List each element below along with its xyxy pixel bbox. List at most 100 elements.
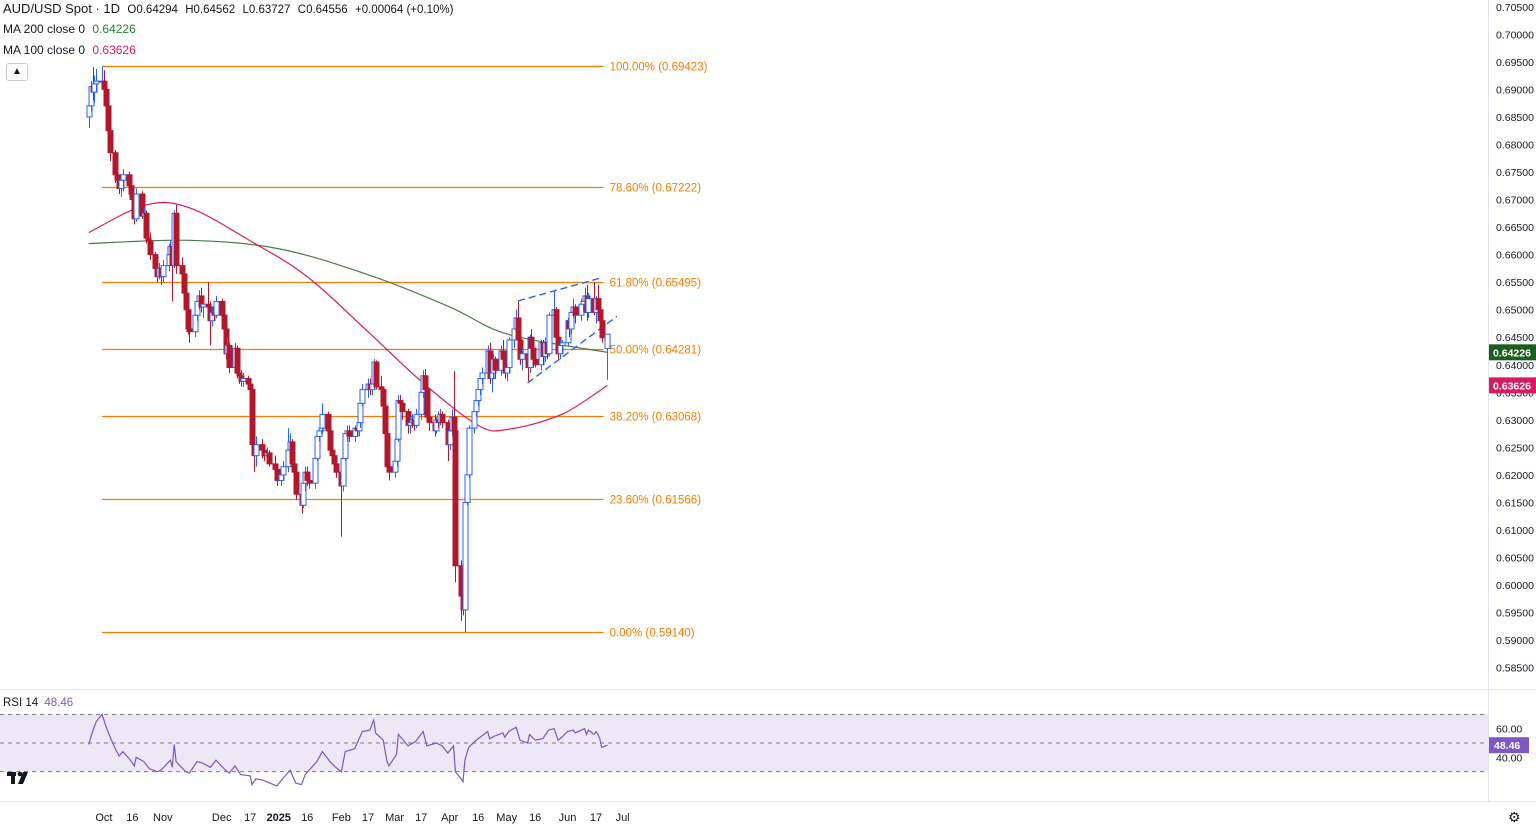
- price-badge: [1489, 377, 1536, 394]
- price-tick-label: 0.61000: [1496, 525, 1534, 537]
- price-tick-label: 0.67500: [1496, 167, 1534, 179]
- price-tick-label: 0.70000: [1496, 29, 1534, 41]
- rsi-tick-label: 40.00: [1496, 752, 1522, 764]
- ma200-label: MA 200 close 0: [3, 22, 86, 36]
- time-tick-label: May: [496, 812, 517, 824]
- time-tick-label: Oct: [95, 812, 112, 824]
- price-badge-label: 0.64226: [1493, 347, 1531, 359]
- candle-body-bull: [340, 457, 347, 487]
- candle-body-bull: [489, 372, 496, 380]
- rsi-line: [88, 713, 608, 787]
- fib-label-bg: [605, 624, 709, 641]
- price-tick-label: 0.65000: [1496, 305, 1534, 317]
- candle-body-bear: [553, 309, 560, 338]
- price-badge-label: 0.63626: [1493, 380, 1531, 392]
- time-axis: Oct 16 Nov Dec 17 2025 16 Feb 17 Mar 17 Apr 16 May 16 J…: [95, 812, 629, 824]
- rsi-legend[interactable]: RSI 14 48.46: [3, 697, 73, 709]
- candle-body-bull: [356, 422, 363, 432]
- candle-body-bull: [604, 333, 611, 350]
- time-tick-label: Feb: [332, 812, 351, 824]
- ma100-value: 0.63626: [92, 43, 136, 57]
- ma200-legend[interactable]: MA 200 close 0 0.64226: [3, 22, 136, 36]
- fib-level-label: 0.00% (0.59140): [610, 628, 695, 640]
- candle-body-bear: [426, 416, 433, 424]
- time-tick-label: Dec: [212, 812, 232, 824]
- candle-body-bear: [452, 430, 459, 567]
- fib-label-bg: [605, 341, 715, 358]
- price-tick-label: 0.63000: [1496, 415, 1534, 427]
- time-tick-label: 17: [244, 812, 256, 824]
- candle-body-bull: [120, 174, 127, 181]
- candle-body-bear: [572, 306, 579, 316]
- price-tick-label: 0.69000: [1496, 84, 1534, 96]
- price-badge: [1489, 344, 1536, 361]
- rsi-label: RSI 14: [3, 697, 39, 709]
- time-tick-label: 17: [362, 812, 374, 824]
- candle-body-bear: [185, 309, 192, 330]
- ma100-line: [88, 201, 608, 432]
- time-tick-label: 16: [529, 812, 541, 824]
- time-tick-label: 16: [126, 812, 138, 824]
- rsi-tick-label: 60.00: [1496, 724, 1522, 736]
- candle-body-bull: [93, 80, 100, 85]
- candle-body-bull: [559, 342, 566, 347]
- trendline-dashed: [517, 277, 602, 302]
- symbol-header: AUD/USD Spot · 1D O0.64294 H0.64562 L0.6…: [3, 1, 453, 16]
- candle-body-bull: [464, 474, 471, 503]
- candle-body-bear: [515, 317, 522, 341]
- candle-body-bear: [173, 212, 180, 267]
- candle-body-bear: [451, 416, 458, 432]
- price-tick-label: 0.70500: [1496, 2, 1534, 14]
- candle-body-bull: [240, 378, 247, 382]
- candle-body-bull: [359, 389, 366, 404]
- price-tick-label: 0.60000: [1496, 580, 1534, 592]
- change-value: +0.00064 (+0.10%): [355, 4, 454, 16]
- price-tick-label: 0.62000: [1496, 470, 1534, 482]
- time-tick-label: Nov: [153, 812, 173, 824]
- candle-body-bull: [394, 438, 401, 462]
- fib-label-bg: [605, 274, 715, 291]
- price-tick-label: 0.60500: [1496, 553, 1534, 565]
- candle-body-bull: [585, 298, 592, 313]
- candle-body-bear: [186, 328, 193, 333]
- fib-level-label: 23.60% (0.61566): [610, 495, 702, 507]
- candle-body-bear: [382, 405, 389, 435]
- ma100-legend[interactable]: MA 100 close 0 0.63626: [3, 43, 136, 57]
- fib-label-bg: [605, 408, 715, 425]
- candle-body-bull: [133, 193, 140, 220]
- candle-body-bull: [413, 413, 420, 426]
- candle-body-bear: [373, 361, 380, 388]
- ma200-line: [88, 239, 608, 353]
- fib-level-label: 100.00% (0.69423): [610, 62, 708, 74]
- candle-body-bear: [399, 402, 406, 413]
- candle-body-bear: [306, 479, 313, 484]
- time-tick-label: 2025: [266, 812, 290, 824]
- candle-body-bear: [293, 471, 300, 495]
- gear-icon[interactable]: ⚙: [1508, 809, 1521, 825]
- price-tick-label: 0.67000: [1496, 195, 1534, 207]
- time-tick-label: Jul: [616, 812, 630, 824]
- fib-label-bg: [605, 179, 715, 196]
- price-tick-label: 0.65500: [1496, 277, 1534, 289]
- price-axis: 0.70500 0.70000 0.69500 0.69000 0.68500 0.680…: [1489, 2, 1536, 675]
- fib-level-label: 50.00% (0.64281): [610, 345, 702, 357]
- candle-body-bear: [346, 430, 353, 437]
- chevron-up-icon[interactable]: ▲: [6, 63, 28, 81]
- high-value: H0.64562: [185, 4, 236, 16]
- candle-body-bull: [253, 444, 260, 457]
- price-tick-label: 0.59000: [1496, 635, 1534, 647]
- time-tick-label: 16: [472, 812, 484, 824]
- candle-body-bear: [226, 345, 233, 369]
- rsi-value-badge-label: 48.46: [1494, 740, 1520, 752]
- candle-body-bear: [439, 413, 446, 424]
- candle-body-bear: [107, 130, 114, 154]
- candle-body-bull: [213, 300, 220, 316]
- time-tick-label: Jun: [559, 812, 577, 824]
- close-value: C0.64556: [297, 4, 348, 16]
- symbol-title[interactable]: AUD/USD Spot · 1D: [3, 1, 121, 16]
- candle-body-bear: [333, 463, 340, 473]
- chart-grid: [0, 0, 1536, 802]
- tradingview-logo-icon[interactable]: [6, 769, 32, 791]
